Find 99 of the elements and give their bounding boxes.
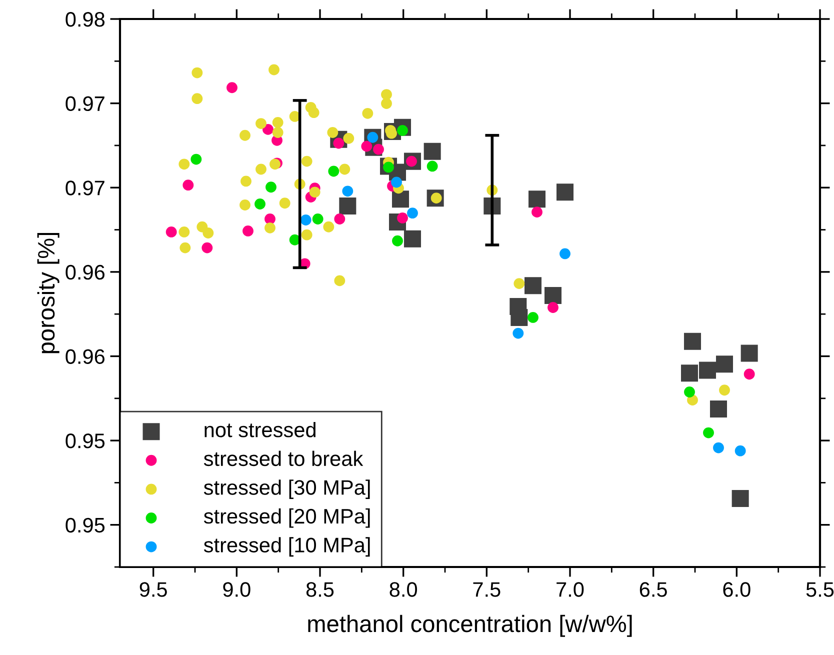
point (256, 164, 266, 175)
point (202, 242, 213, 254)
point (734, 445, 746, 456)
x-tick-label: 5.5 (806, 582, 834, 597)
point (178, 158, 190, 170)
point (264, 222, 276, 234)
x-tick-label: 7.0 (556, 582, 584, 597)
point (424, 142, 441, 160)
point (510, 308, 528, 326)
point (178, 226, 190, 238)
point (328, 166, 340, 177)
point (254, 198, 266, 210)
y-tick-label: 0.97 (66, 96, 104, 112)
point (716, 356, 734, 373)
point (560, 248, 570, 260)
point (528, 312, 538, 323)
point (404, 230, 422, 248)
legend-label: stressed [30 MPa] (204, 480, 370, 499)
x-tick-label: 8.5 (306, 582, 334, 597)
y-tick-label: 0.95 (66, 518, 105, 533)
point (166, 226, 177, 238)
point (426, 160, 438, 172)
point (556, 184, 574, 201)
point (334, 275, 346, 286)
y-tick-label: 0.96 (66, 264, 105, 280)
point (342, 186, 354, 197)
y-axis-title: porosity [%] (37, 233, 60, 354)
legend-label: stressed [10 MPa] (204, 537, 370, 557)
point (361, 140, 372, 152)
point (698, 362, 716, 379)
point (312, 214, 324, 224)
legend-label: not stressed (204, 422, 316, 438)
point (339, 164, 350, 175)
point (256, 118, 266, 130)
point (392, 190, 410, 208)
x-tick-label: 9.0 (223, 582, 250, 597)
point (182, 180, 194, 191)
point (190, 154, 202, 165)
point (192, 67, 203, 78)
x-axis-title: methanol concentration [w/w%] (308, 614, 632, 637)
y-tick-label: 0.95 (66, 434, 105, 448)
point (309, 186, 320, 198)
point (268, 64, 280, 76)
point (262, 124, 274, 135)
point (327, 127, 338, 138)
point (719, 384, 730, 396)
point (272, 117, 284, 128)
legend-label: stressed to break (204, 450, 364, 466)
point (264, 214, 276, 224)
point (202, 228, 214, 238)
point (391, 176, 402, 188)
point (524, 277, 542, 294)
x-tick-label: 9.5 (140, 582, 167, 597)
point (680, 364, 698, 382)
x-tick-label: 8.0 (390, 582, 417, 597)
point (703, 427, 714, 438)
point (548, 302, 558, 313)
x-tick-label: 6.5 (640, 582, 667, 597)
point (180, 242, 191, 254)
point (381, 89, 392, 100)
x-tick-label: 6.0 (723, 582, 750, 597)
point (226, 82, 238, 94)
point (713, 442, 724, 454)
point (266, 182, 276, 193)
point (407, 208, 418, 219)
point (684, 332, 702, 350)
point (343, 132, 354, 144)
point (514, 278, 525, 290)
point (240, 200, 250, 210)
y-tick-label: 0.96 (66, 349, 105, 364)
point (192, 93, 203, 104)
legend-label: stressed [20 MPa] (204, 508, 370, 528)
point (362, 108, 374, 119)
point (301, 156, 312, 167)
point (242, 225, 254, 236)
y-tick-label: 0.97 (66, 180, 104, 196)
point (528, 190, 546, 208)
point (240, 130, 250, 141)
point (308, 107, 320, 118)
point (744, 368, 755, 380)
point (732, 490, 749, 508)
point (740, 344, 758, 362)
point (544, 287, 562, 304)
point (684, 386, 695, 398)
point (710, 400, 728, 418)
point (512, 328, 524, 339)
point (323, 221, 334, 232)
point (240, 176, 252, 187)
point (300, 214, 312, 226)
x-tick-label: 7.5 (473, 582, 500, 597)
point (339, 197, 356, 214)
point (272, 127, 284, 138)
point (532, 206, 542, 218)
point (334, 214, 346, 224)
point (381, 98, 392, 109)
point (279, 198, 290, 209)
point (301, 229, 312, 240)
point (392, 235, 403, 246)
y-tick-label: 0.98 (66, 12, 105, 27)
